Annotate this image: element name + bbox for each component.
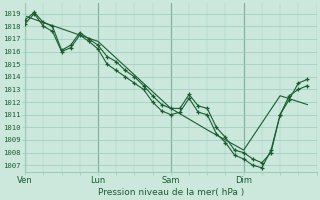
X-axis label: Pression niveau de la mer( hPa ): Pression niveau de la mer( hPa ) [98, 188, 244, 197]
